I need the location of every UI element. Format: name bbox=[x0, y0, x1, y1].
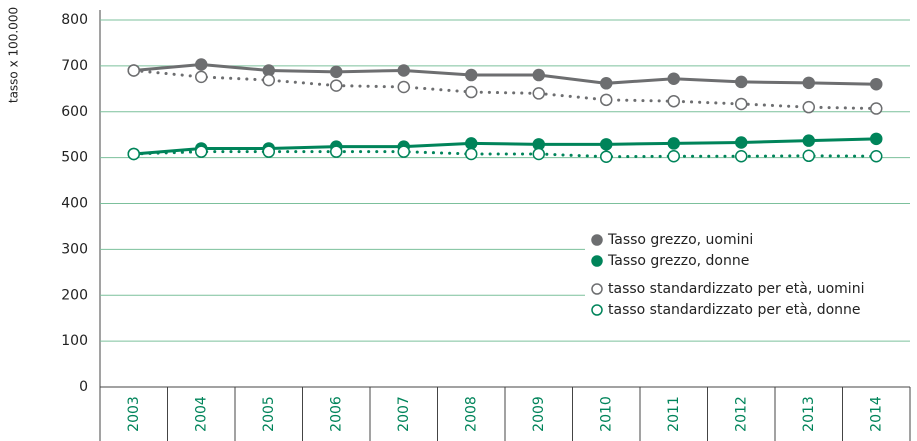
data-point bbox=[465, 68, 478, 82]
data-point bbox=[802, 76, 815, 90]
y-tick-label: 600 bbox=[61, 104, 88, 120]
data-point bbox=[127, 147, 140, 161]
data-point bbox=[397, 80, 410, 94]
data-point bbox=[600, 77, 613, 90]
x-tick-label: 2003 bbox=[126, 396, 142, 432]
series-line bbox=[132, 150, 878, 159]
data-point bbox=[667, 94, 680, 108]
y-tick-label: 500 bbox=[61, 150, 88, 166]
x-tick-label: 2007 bbox=[396, 396, 412, 432]
data-point bbox=[195, 145, 208, 158]
x-tick-label: 2004 bbox=[193, 396, 209, 432]
data-point bbox=[735, 97, 748, 111]
y-axis-label: tasso x 100.000 bbox=[7, 7, 21, 103]
data-point bbox=[262, 73, 275, 87]
legend-label: Tasso grezzo, donne bbox=[607, 253, 749, 269]
data-point bbox=[465, 85, 478, 99]
data-point bbox=[802, 134, 815, 147]
y-tick-label: 400 bbox=[61, 196, 88, 212]
data-point bbox=[195, 58, 208, 71]
data-point bbox=[262, 145, 275, 158]
data-point bbox=[465, 137, 478, 150]
y-tick-label: 300 bbox=[61, 241, 88, 257]
series-line bbox=[132, 137, 878, 156]
data-point bbox=[465, 147, 478, 161]
legend-label: Tasso grezzo, uomini bbox=[607, 232, 753, 248]
x-tick-label: 2006 bbox=[328, 396, 344, 432]
data-point bbox=[667, 72, 680, 85]
y-tick-label: 700 bbox=[61, 58, 88, 74]
y-tick-label: 200 bbox=[61, 287, 88, 303]
x-tick-label: 2011 bbox=[666, 396, 682, 432]
data-point bbox=[330, 79, 343, 92]
data-point bbox=[127, 64, 140, 77]
data-point bbox=[667, 149, 680, 163]
data-point bbox=[735, 136, 748, 149]
data-point bbox=[600, 138, 613, 151]
x-tick-label: 2005 bbox=[261, 396, 277, 432]
series-line bbox=[132, 68, 878, 111]
data-point bbox=[195, 70, 208, 84]
data-point bbox=[397, 64, 410, 77]
legend-box bbox=[585, 228, 915, 322]
data-point bbox=[870, 102, 883, 115]
legend-label: tasso standardizzato per età, donne bbox=[608, 302, 861, 318]
y-tick-label: 100 bbox=[61, 333, 88, 349]
data-point bbox=[870, 149, 883, 163]
data-point bbox=[870, 132, 883, 146]
legend-marker bbox=[591, 283, 603, 295]
legend-marker bbox=[591, 304, 603, 316]
legend-label: tasso standardizzato per età, uomini bbox=[608, 281, 864, 297]
x-tick-label: 2008 bbox=[463, 396, 479, 432]
data-point bbox=[532, 68, 545, 82]
data-point bbox=[802, 100, 815, 114]
x-tick-label: 2013 bbox=[801, 396, 817, 432]
data-point bbox=[532, 87, 545, 100]
data-point bbox=[532, 147, 545, 161]
data-point bbox=[330, 145, 343, 158]
series-line bbox=[132, 62, 878, 86]
legend-marker bbox=[591, 234, 603, 246]
data-point bbox=[600, 93, 613, 107]
data-point bbox=[330, 65, 343, 79]
data-point bbox=[667, 137, 680, 150]
y-tick-label: 800 bbox=[61, 12, 88, 28]
data-point bbox=[735, 149, 748, 163]
legend-marker bbox=[591, 255, 603, 267]
x-tick-label: 2012 bbox=[733, 396, 749, 432]
data-point bbox=[735, 75, 748, 89]
data-point bbox=[870, 77, 883, 91]
x-tick-label: 2010 bbox=[598, 396, 614, 432]
data-point bbox=[600, 150, 613, 163]
x-tick-label: 2009 bbox=[531, 396, 547, 432]
x-tick-label: 2014 bbox=[868, 396, 884, 432]
data-point bbox=[802, 149, 815, 163]
y-tick-label: 0 bbox=[79, 379, 88, 395]
data-point bbox=[397, 145, 410, 158]
